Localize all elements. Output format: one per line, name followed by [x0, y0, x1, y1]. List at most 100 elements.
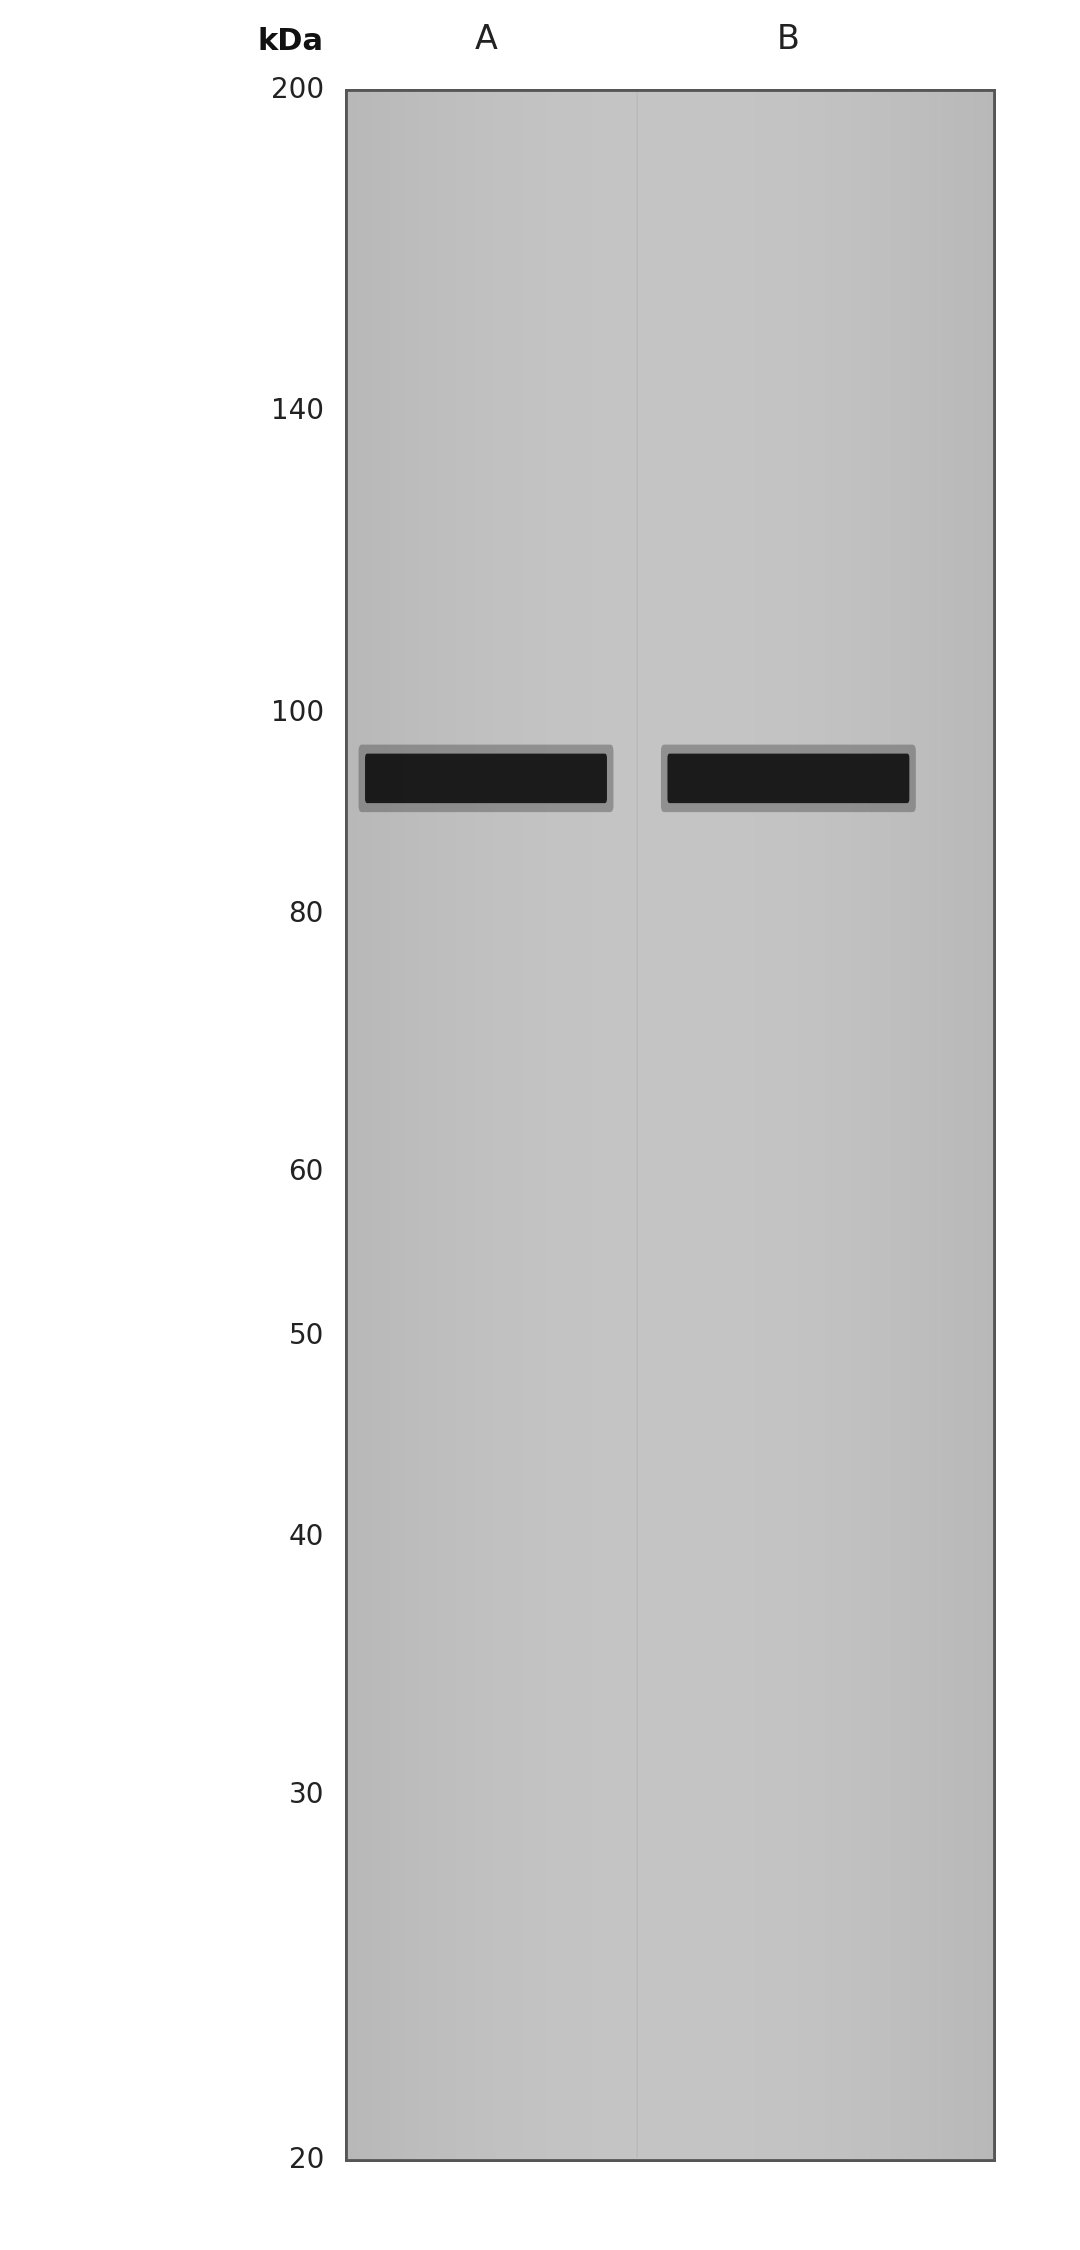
- Bar: [715, 90, 721, 2160]
- Bar: [981, 90, 987, 2160]
- Bar: [352, 90, 359, 2160]
- Bar: [540, 90, 546, 2160]
- Bar: [527, 90, 534, 2160]
- Bar: [657, 90, 663, 2160]
- Bar: [644, 90, 650, 2160]
- Bar: [845, 90, 851, 2160]
- Bar: [469, 90, 475, 2160]
- Bar: [592, 90, 598, 2160]
- Bar: [858, 90, 864, 2160]
- Bar: [851, 90, 858, 2160]
- Bar: [391, 90, 397, 2160]
- FancyBboxPatch shape: [365, 754, 607, 803]
- Bar: [514, 90, 521, 2160]
- Bar: [721, 90, 728, 2160]
- Bar: [384, 90, 391, 2160]
- Bar: [864, 90, 870, 2160]
- Bar: [553, 90, 559, 2160]
- Bar: [598, 90, 605, 2160]
- Bar: [877, 90, 883, 2160]
- Text: 140: 140: [271, 396, 324, 425]
- Bar: [812, 90, 819, 2160]
- Bar: [637, 90, 644, 2160]
- Bar: [929, 90, 935, 2160]
- Bar: [423, 90, 430, 2160]
- Bar: [508, 90, 514, 2160]
- Bar: [734, 90, 741, 2160]
- Text: B: B: [777, 22, 800, 56]
- Bar: [696, 90, 702, 2160]
- Bar: [346, 90, 352, 2160]
- Bar: [728, 90, 734, 2160]
- Bar: [443, 90, 449, 2160]
- Text: 50: 50: [288, 1323, 324, 1350]
- Bar: [631, 90, 637, 2160]
- Bar: [397, 90, 404, 2160]
- Bar: [793, 90, 799, 2160]
- Bar: [955, 90, 961, 2160]
- Bar: [968, 90, 974, 2160]
- Bar: [754, 90, 760, 2160]
- Bar: [566, 90, 572, 2160]
- Text: 30: 30: [288, 1782, 324, 1809]
- Bar: [488, 90, 495, 2160]
- Bar: [909, 90, 916, 2160]
- FancyBboxPatch shape: [667, 754, 909, 803]
- Bar: [741, 90, 747, 2160]
- Bar: [430, 90, 436, 2160]
- Bar: [365, 90, 372, 2160]
- Bar: [372, 90, 378, 2160]
- Bar: [611, 90, 618, 2160]
- Bar: [624, 90, 631, 2160]
- Bar: [987, 90, 994, 2160]
- Bar: [579, 90, 585, 2160]
- Bar: [436, 90, 443, 2160]
- Bar: [819, 90, 825, 2160]
- Bar: [948, 90, 955, 2160]
- FancyBboxPatch shape: [661, 745, 916, 812]
- Bar: [410, 90, 417, 2160]
- Bar: [663, 90, 670, 2160]
- Bar: [689, 90, 696, 2160]
- Bar: [832, 90, 838, 2160]
- Bar: [767, 90, 773, 2160]
- Bar: [799, 90, 806, 2160]
- Text: 20: 20: [288, 2146, 324, 2174]
- Bar: [896, 90, 903, 2160]
- Bar: [618, 90, 624, 2160]
- Bar: [585, 90, 592, 2160]
- Text: A: A: [474, 22, 498, 56]
- Bar: [903, 90, 909, 2160]
- Text: 80: 80: [288, 900, 324, 927]
- Bar: [456, 90, 462, 2160]
- Bar: [462, 90, 469, 2160]
- Text: 60: 60: [288, 1159, 324, 1186]
- Bar: [838, 90, 845, 2160]
- Bar: [650, 90, 657, 2160]
- FancyBboxPatch shape: [359, 745, 613, 812]
- Bar: [346, 90, 994, 2160]
- Bar: [378, 90, 384, 2160]
- Text: 100: 100: [271, 700, 324, 727]
- Bar: [806, 90, 812, 2160]
- Bar: [702, 90, 708, 2160]
- Bar: [683, 90, 689, 2160]
- Bar: [708, 90, 715, 2160]
- Bar: [670, 90, 676, 2160]
- Bar: [922, 90, 929, 2160]
- Bar: [359, 90, 365, 2160]
- Bar: [475, 90, 482, 2160]
- Bar: [974, 90, 981, 2160]
- Text: 200: 200: [271, 76, 324, 104]
- Bar: [559, 90, 566, 2160]
- Bar: [890, 90, 896, 2160]
- Bar: [346, 90, 994, 2160]
- Bar: [501, 90, 508, 2160]
- Bar: [605, 90, 611, 2160]
- Bar: [676, 90, 683, 2160]
- Text: 40: 40: [288, 1523, 324, 1550]
- Bar: [482, 90, 488, 2160]
- Bar: [870, 90, 877, 2160]
- Bar: [747, 90, 754, 2160]
- Bar: [521, 90, 527, 2160]
